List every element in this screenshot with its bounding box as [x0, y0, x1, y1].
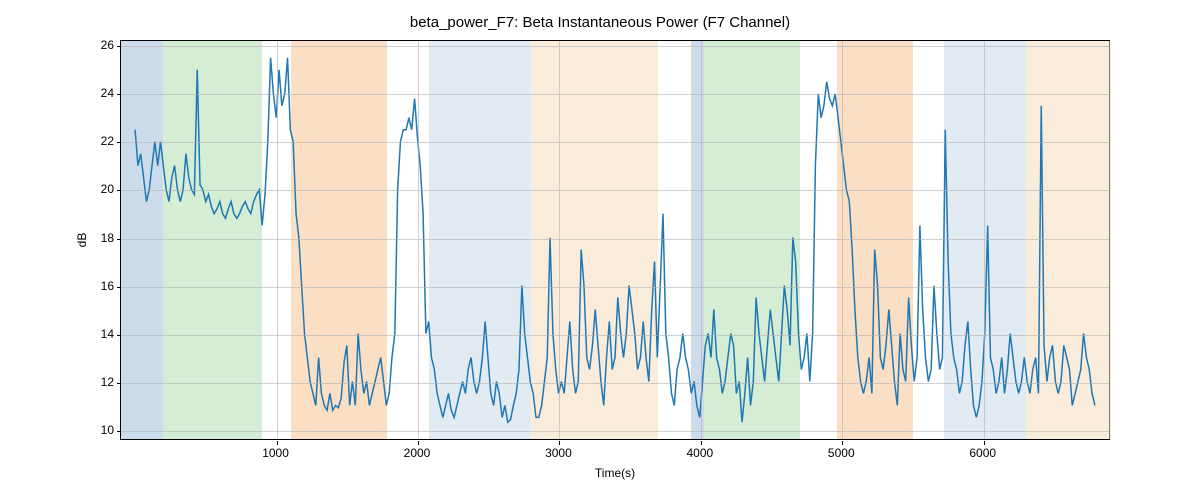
gridline-horizontal [121, 431, 1109, 432]
gridline-horizontal [121, 287, 1109, 288]
ytick-label: 22 [74, 134, 114, 148]
ytick-mark [117, 431, 121, 432]
ytick-label: 12 [74, 375, 114, 389]
xtick-mark [701, 441, 702, 445]
xtick-label: 5000 [828, 446, 855, 460]
xtick-mark [277, 441, 278, 445]
xtick-label: 4000 [686, 446, 713, 460]
xtick-mark [984, 441, 985, 445]
ytick-mark [117, 287, 121, 288]
plot-area [120, 40, 1110, 440]
gridline-horizontal [121, 383, 1109, 384]
x-axis-label: Time(s) [595, 466, 635, 480]
gridline-horizontal [121, 46, 1109, 47]
ytick-mark [117, 94, 121, 95]
gridline-horizontal [121, 142, 1109, 143]
ytick-mark [117, 142, 121, 143]
xtick-label: 3000 [545, 446, 572, 460]
gridline-vertical [277, 41, 278, 439]
xtick-mark [418, 441, 419, 445]
figure: beta_power_F7: Beta Instantaneous Power … [0, 0, 1200, 500]
chart-title: beta_power_F7: Beta Instantaneous Power … [0, 14, 1200, 31]
xtick-label: 1000 [262, 446, 289, 460]
gridline-horizontal [121, 335, 1109, 336]
ytick-label: 10 [74, 423, 114, 437]
ytick-mark [117, 239, 121, 240]
ytick-label: 20 [74, 182, 114, 196]
gridline-horizontal [121, 239, 1109, 240]
ytick-mark [117, 190, 121, 191]
ytick-label: 16 [74, 279, 114, 293]
xtick-mark [559, 441, 560, 445]
ytick-mark [117, 335, 121, 336]
ytick-mark [117, 46, 121, 47]
gridline-vertical [842, 41, 843, 439]
xtick-mark [842, 441, 843, 445]
xtick-label: 6000 [969, 446, 996, 460]
ytick-label: 26 [74, 38, 114, 52]
gridline-vertical [701, 41, 702, 439]
ytick-label: 18 [74, 231, 114, 245]
xtick-label: 2000 [404, 446, 431, 460]
ytick-label: 14 [74, 327, 114, 341]
gridline-vertical [559, 41, 560, 439]
line-series [121, 41, 1109, 439]
ytick-label: 24 [74, 86, 114, 100]
series-line [135, 58, 1095, 422]
gridline-horizontal [121, 94, 1109, 95]
ytick-mark [117, 383, 121, 384]
gridline-vertical [418, 41, 419, 439]
gridline-vertical [984, 41, 985, 439]
gridline-horizontal [121, 190, 1109, 191]
